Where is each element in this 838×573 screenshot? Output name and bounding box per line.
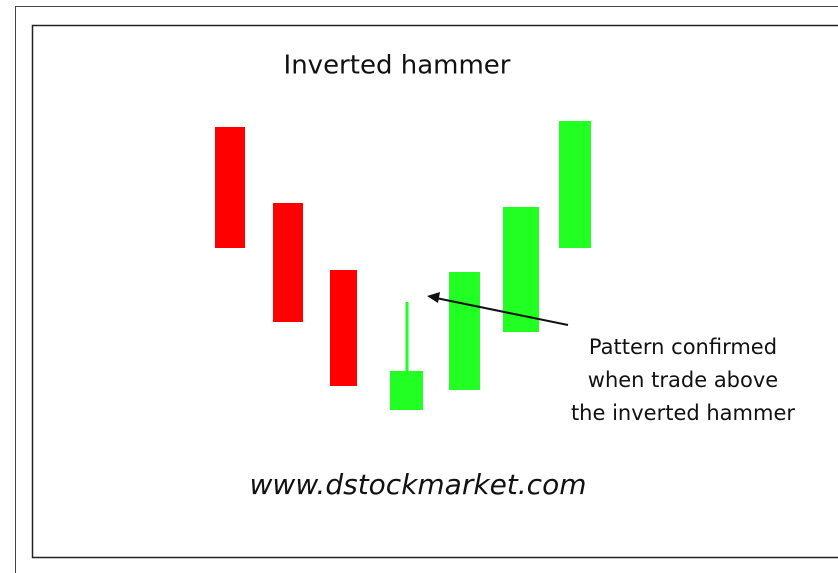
red-candle [215,127,245,248]
hammer-body [390,371,423,410]
inner-frame [31,24,838,559]
green-candle [503,207,539,332]
annotation-line: Pattern confirmed [589,335,777,359]
outer-frame [15,6,838,573]
green-candle [449,272,480,390]
annotation-line: the inverted hammer [571,401,795,425]
arrow-line [435,297,569,326]
red-candle [330,270,357,386]
title: Inverted hammer [284,51,511,81]
green-candle [559,121,591,248]
arrow-head [427,292,440,303]
annotation-line: when trade above [588,368,778,392]
watermark: www.dstockmarket.com [250,468,587,501]
red-candle [273,203,303,322]
